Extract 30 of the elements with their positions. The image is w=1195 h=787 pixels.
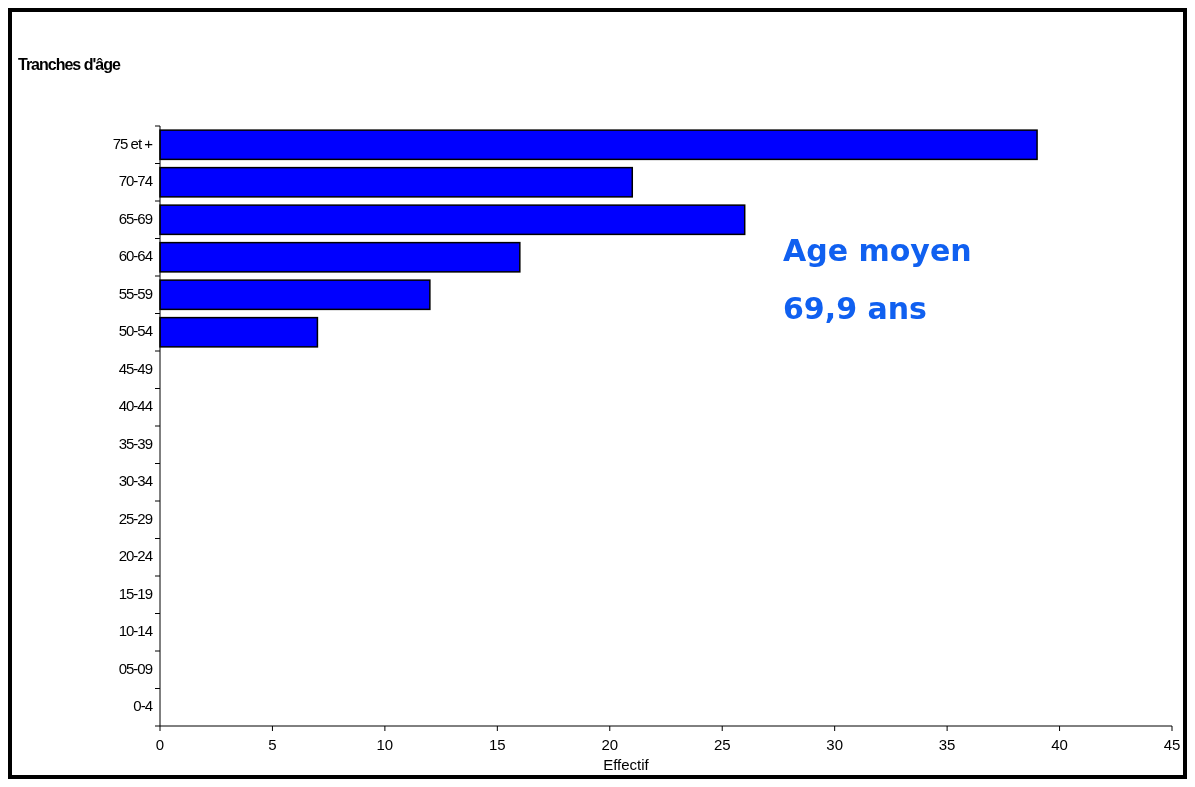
x-tick-label: 5 bbox=[268, 736, 277, 753]
y-tick-label: 65-69 bbox=[118, 209, 153, 227]
annotation: 69,9 ans bbox=[783, 291, 927, 326]
x-axis-title: Effectif bbox=[603, 756, 650, 773]
y-tick-label: 75 et + bbox=[112, 134, 154, 152]
x-tick-label: 40 bbox=[1051, 736, 1068, 753]
y-tick-label: 60-64 bbox=[118, 247, 153, 265]
y-tick-label: 55-59 bbox=[118, 284, 153, 302]
y-tick-label: 25-29 bbox=[118, 509, 153, 527]
y-tick-label: 35-39 bbox=[118, 434, 153, 452]
x-tick-label: 15 bbox=[488, 736, 506, 753]
y-axis-title: Tranches d'âge bbox=[18, 56, 121, 73]
x-tick-label: 30 bbox=[826, 736, 844, 753]
x-tick-label: 10 bbox=[376, 736, 394, 753]
x-tick-label: 35 bbox=[938, 736, 956, 753]
y-tick-label: 10-14 bbox=[118, 622, 153, 640]
y-tick-label: 30-34 bbox=[118, 472, 153, 490]
y-tick-label: 45-49 bbox=[118, 359, 153, 377]
y-tick-label: 20-24 bbox=[118, 547, 153, 565]
x-tick-label: 0 bbox=[155, 736, 165, 753]
y-tick-label: 05-09 bbox=[118, 659, 153, 677]
x-tick-label: 25 bbox=[713, 736, 731, 753]
annotation: Age moyen bbox=[783, 233, 972, 268]
y-tick-label: 0-4 bbox=[133, 697, 153, 715]
y-tick-label: 50-54 bbox=[118, 322, 153, 340]
y-tick-label: 70-74 bbox=[118, 172, 153, 190]
y-tick-label: 15-19 bbox=[118, 584, 153, 602]
x-tick-label: 20 bbox=[601, 736, 619, 753]
x-tick-label: 45 bbox=[1163, 736, 1181, 753]
y-tick-label: 40-44 bbox=[118, 397, 153, 415]
